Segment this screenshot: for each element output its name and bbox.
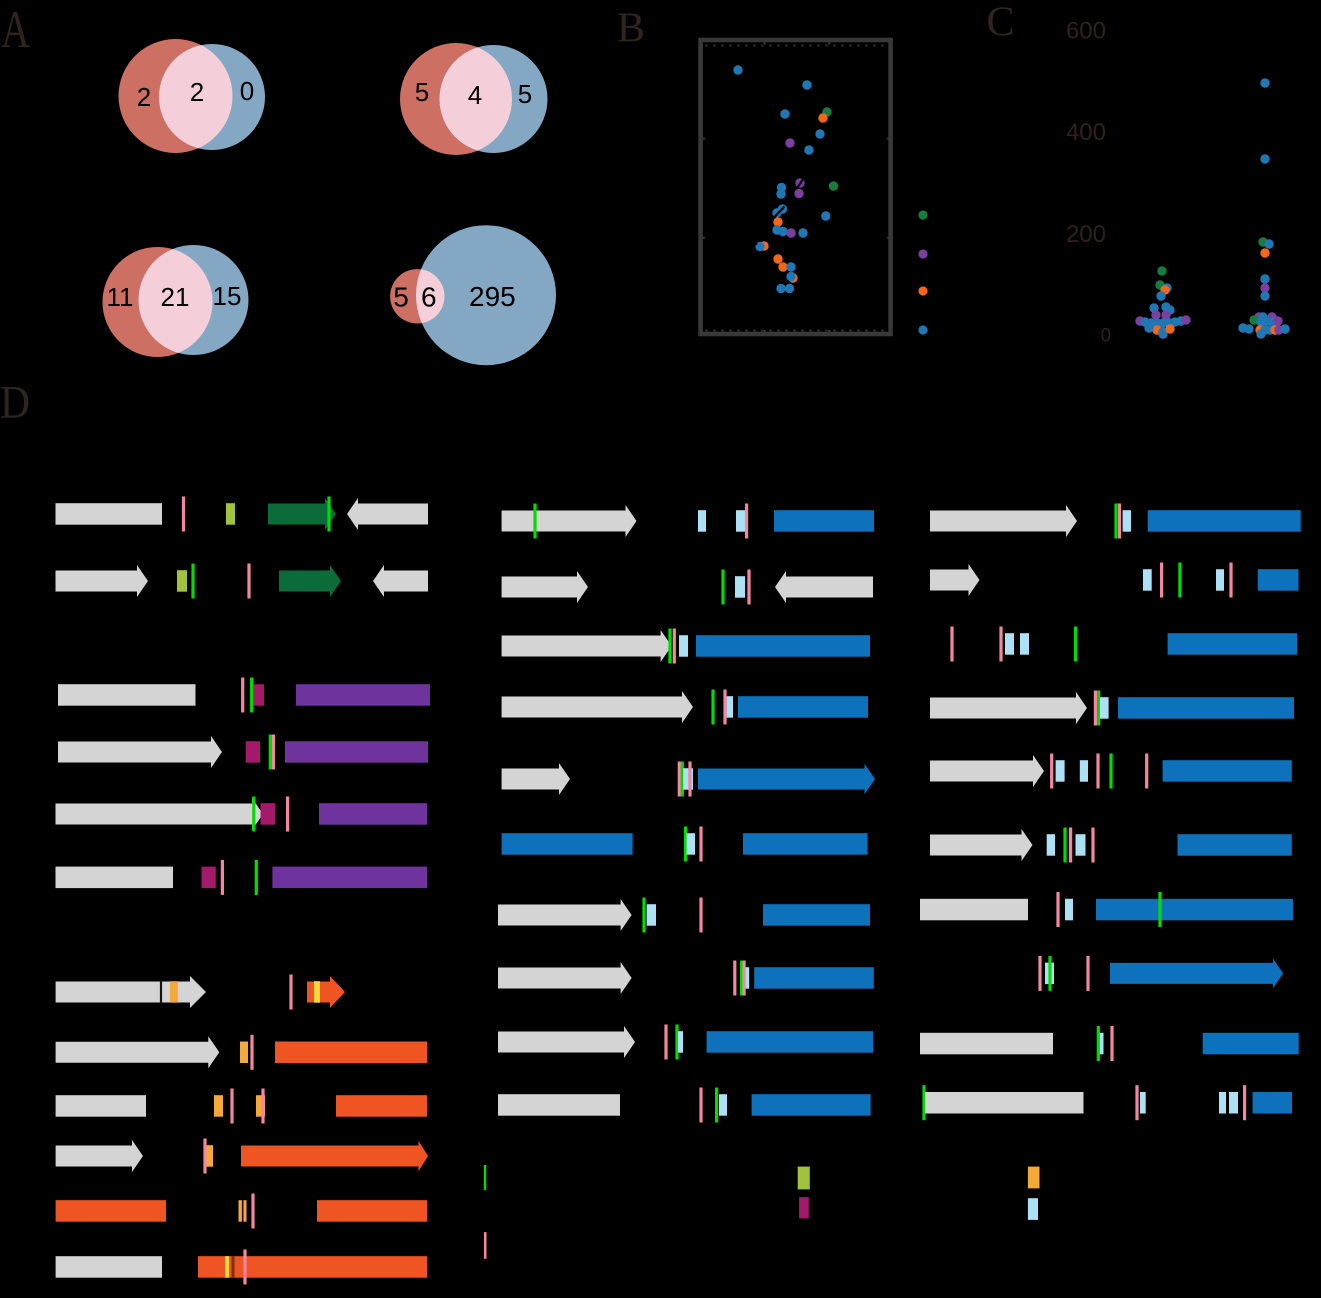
svg-text:600: 600 [1066,18,1106,45]
svg-text:C: C [987,0,1015,45]
svg-text:4: 4 [468,80,482,110]
svg-text:5: 5 [415,77,429,107]
svg-text:295: 295 [469,281,516,312]
svg-text:D: D [0,376,30,428]
svg-text:21: 21 [161,282,190,312]
svg-text:400: 400 [1066,119,1106,146]
svg-text:2: 2 [137,82,151,112]
svg-text:11: 11 [107,282,134,312]
svg-text:5: 5 [393,282,409,313]
svg-text:2: 2 [190,77,204,107]
svg-text:5: 5 [518,79,532,109]
svg-text:15: 15 [213,281,242,311]
svg-text:B: B [617,6,645,52]
svg-text:0: 0 [1101,326,1112,347]
svg-text:A: A [1,1,30,59]
svg-text:0: 0 [240,76,254,106]
svg-text:6: 6 [421,282,437,313]
svg-text:200: 200 [1066,221,1106,248]
